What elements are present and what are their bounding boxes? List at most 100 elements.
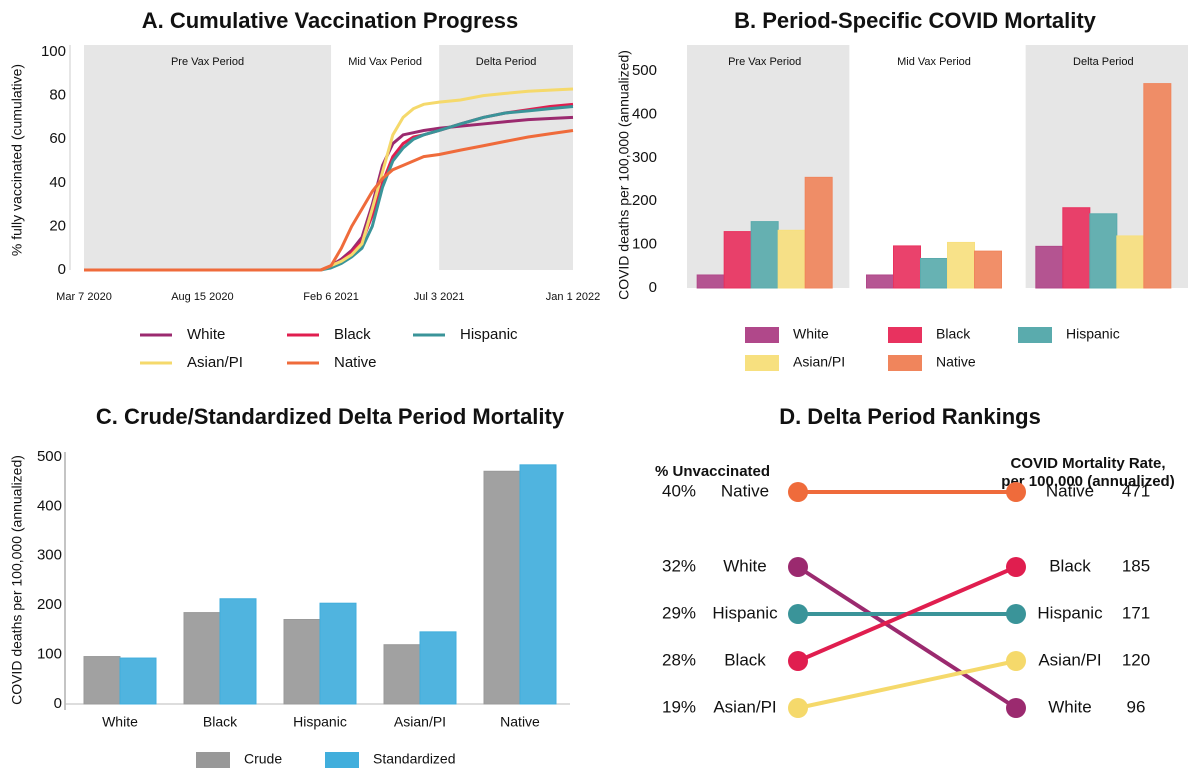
left-dot	[788, 604, 808, 624]
legend-label: Hispanic	[460, 326, 518, 343]
right-dot	[1006, 604, 1026, 624]
y-axis-label: COVID deaths per 100,000 (annualized)	[9, 455, 25, 705]
left-dot	[788, 651, 808, 671]
x-tick-label: Jul 3 2021	[414, 291, 465, 303]
rank-link	[797, 659, 1017, 710]
left-name: Hispanic	[712, 603, 778, 622]
x-tick-label: Feb 6 2021	[303, 291, 359, 303]
left-dot	[788, 698, 808, 718]
legend-swatch	[1018, 327, 1052, 343]
legend-label: Native	[334, 354, 377, 371]
y-tick-label: 100	[632, 236, 657, 253]
legend-label: White	[793, 326, 829, 342]
y-tick-label: 200	[632, 192, 657, 209]
y-tick-label: 0	[58, 261, 66, 278]
right-dot	[1006, 557, 1026, 577]
category-label: White	[102, 714, 138, 730]
y-tick-label: 400	[37, 497, 62, 514]
right-header: per 100,000 (annualized)	[1001, 473, 1174, 490]
right-name: Native	[1046, 481, 1094, 500]
bar	[1035, 245, 1064, 289]
bar	[893, 245, 921, 289]
y-tick-label: 100	[41, 43, 66, 60]
series-line	[84, 115, 574, 272]
right-value: 471	[1122, 481, 1150, 500]
legend-label: Asian/PI	[187, 354, 243, 371]
x-tick-label: Mar 7 2020	[56, 291, 112, 303]
right-dot	[1006, 698, 1026, 718]
y-tick-label: 60	[49, 130, 66, 147]
bar	[283, 619, 321, 705]
legend-swatch	[196, 752, 230, 768]
bar	[723, 231, 752, 289]
bar	[804, 176, 833, 289]
category-label: Mid Vax Period	[897, 56, 971, 68]
right-name: Black	[1049, 556, 1091, 575]
bar	[777, 229, 806, 289]
bar	[866, 274, 894, 289]
period-band	[84, 45, 332, 270]
y-tick-label: 500	[37, 448, 62, 465]
left-value: 19%	[662, 697, 696, 716]
right-value: 120	[1122, 650, 1150, 669]
right-value: 171	[1122, 603, 1150, 622]
left-dot	[788, 482, 808, 502]
right-dot	[1006, 651, 1026, 671]
legend-label: Black	[334, 326, 371, 343]
category-label: Asian/PI	[394, 714, 446, 730]
legend-label: Hispanic	[1066, 326, 1120, 342]
bar	[219, 598, 257, 705]
period-band	[439, 45, 573, 270]
period-label: Delta Period	[476, 56, 537, 68]
bar	[1116, 235, 1145, 289]
bar	[183, 612, 221, 705]
legend-label: Standardized	[373, 751, 456, 767]
bar	[750, 221, 779, 289]
y-tick-label: 500	[632, 62, 657, 79]
y-tick-label: 200	[37, 596, 62, 613]
legend-swatch	[888, 327, 922, 343]
series-line	[84, 105, 574, 272]
left-name: White	[723, 556, 766, 575]
right-value: 185	[1122, 556, 1150, 575]
bar	[519, 464, 557, 705]
legend-label: Asian/PI	[793, 354, 845, 370]
left-name: Black	[724, 650, 766, 669]
bar	[119, 657, 157, 705]
bar	[947, 241, 975, 289]
legend-label: White	[187, 326, 225, 343]
bar	[696, 274, 725, 289]
bar	[1143, 83, 1172, 289]
y-tick-label: 100	[37, 646, 62, 663]
series-line	[84, 128, 574, 272]
rank-link	[796, 565, 1018, 710]
left-name: Asian/PI	[713, 697, 776, 716]
left-value: 32%	[662, 556, 696, 575]
category-label: Black	[203, 714, 238, 730]
period-label: Mid Vax Period	[348, 56, 422, 68]
legend-label: Black	[936, 326, 971, 342]
category-label: Delta Period	[1073, 56, 1134, 68]
right-name: Asian/PI	[1038, 650, 1101, 669]
chart-title: A. Cumulative Vaccination Progress	[142, 8, 519, 33]
x-tick-label: Aug 15 2020	[171, 291, 233, 303]
left-dot	[788, 557, 808, 577]
left-value: 28%	[662, 650, 696, 669]
chart-title: C. Crude/Standardized Delta Period Morta…	[96, 404, 565, 429]
bar	[974, 250, 1002, 289]
left-value: 40%	[662, 481, 696, 500]
y-axis-label: COVID deaths per 100,000 (annualized)	[616, 50, 632, 300]
left-value: 29%	[662, 603, 696, 622]
bar	[83, 656, 121, 705]
legend-swatch	[888, 355, 922, 371]
left-header: % Unvaccinated	[655, 463, 770, 480]
category-label: Pre Vax Period	[728, 56, 801, 68]
bar	[920, 257, 948, 289]
legend-swatch	[745, 355, 779, 371]
y-tick-label: 40	[49, 174, 66, 191]
y-axis-label: % fully vaccinated (cumulative)	[9, 64, 25, 256]
bar	[1062, 207, 1091, 289]
right-name: Hispanic	[1037, 603, 1103, 622]
y-tick-label: 300	[37, 547, 62, 564]
chart-title: D. Delta Period Rankings	[779, 404, 1041, 429]
